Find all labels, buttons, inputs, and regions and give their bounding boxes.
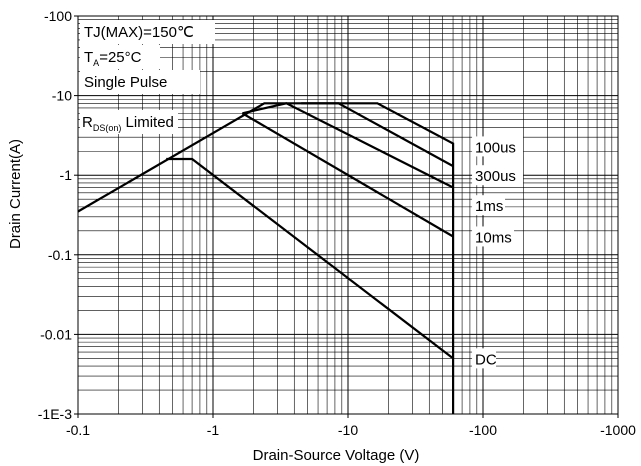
x-tick-label: -1: [207, 422, 220, 438]
y-tick-labels: -100 -10 -1 -0.1 -0.01 -1E-3: [38, 8, 78, 422]
series-labels: 100us 300us 1ms 10ms DC: [472, 136, 524, 369]
series-label-1ms: 1ms: [475, 198, 503, 215]
x-tick-label: -1000: [600, 422, 636, 438]
y-tick-label: -0.1: [48, 247, 72, 263]
series-line-100us: [77, 102, 455, 414]
rds-limited-note: RDS(on) Limited: [82, 114, 174, 133]
y-axis-label: Drain Current(A): [7, 139, 24, 249]
x-tick-labels: -0.1 -1 -10 -100 -1000: [66, 414, 636, 438]
rds-main: R: [82, 114, 93, 131]
series-label-bg-100us: [472, 136, 524, 157]
series-label-300us: 300us: [475, 168, 516, 185]
rds-sub: DS(on): [93, 123, 122, 133]
ta-rest: =25°C: [99, 49, 141, 66]
series-label-10ms: 10ms: [475, 229, 512, 246]
ta-note: TA=25°C: [84, 49, 142, 68]
y-tick-label: -10: [52, 88, 72, 104]
ta-sub: A: [93, 58, 99, 68]
ta-main: T: [84, 49, 93, 66]
x-tick-label: -100: [469, 422, 497, 438]
y-tick-label: -1E-3: [38, 406, 72, 422]
y-tick-label: -1: [60, 167, 73, 183]
single-pulse-note: Single Pulse: [84, 74, 167, 91]
tj-max-note: TJ(MAX)=150℃: [84, 24, 194, 41]
rds-rest: Limited: [121, 114, 174, 131]
series-label-dc: DC: [475, 351, 497, 368]
y-tick-label: -100: [44, 8, 72, 24]
series-line-300us: [301, 102, 454, 168]
x-tick-label: -0.1: [66, 422, 90, 438]
series-line-dc: [166, 157, 454, 360]
series-label-bg-1ms: [472, 195, 506, 216]
series-label-bg-10ms: [472, 226, 515, 247]
x-axis-label: Drain-Source Voltage (V): [253, 447, 420, 464]
conditions-notes: TJ(MAX)=150℃ TA=25°C Single Pulse RDS(on…: [80, 20, 215, 134]
series-label-bg-300us: [472, 165, 524, 186]
series-lines: [77, 102, 455, 414]
x-tick-label: -10: [338, 422, 358, 438]
series-label-100us: 100us: [475, 139, 516, 156]
y-tick-label: -0.01: [40, 326, 72, 342]
series-line-1ms: [242, 102, 454, 189]
series-line-10ms: [241, 112, 454, 238]
series-label-bg-dc: [472, 348, 497, 369]
